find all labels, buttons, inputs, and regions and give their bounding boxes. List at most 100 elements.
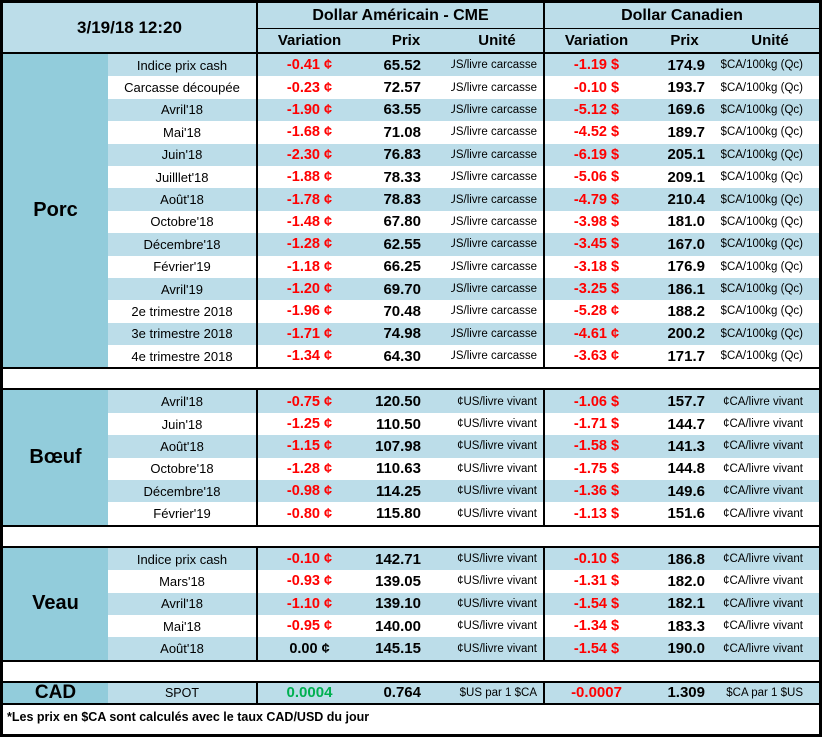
us-variation-value: -1.25 ¢ [256, 412, 361, 436]
us-variation-value: -0.98 ¢ [256, 480, 361, 503]
category-label-cad: CAD [3, 682, 108, 703]
us-unit-label: $US par 1 $CA [459, 686, 537, 699]
row-label: 3e trimestre 2018 [131, 326, 233, 342]
ca-unit-label: $CA/100kg (Qc) [721, 171, 803, 184]
us-price-value: 64.30 [383, 347, 421, 365]
us-price-value: 70.48 [383, 302, 421, 320]
us-unit-label: ¢US/livre vivant [457, 462, 537, 475]
ca-variation-value: -1.71 $ [543, 412, 648, 436]
section-porc: Porc Indice prix cash -0.41 ¢ 65.52 ¢US/livr… [3, 52, 819, 370]
ca-variation-value: -1.31 $ [543, 570, 648, 593]
ca-price-value: 190.0 [667, 640, 705, 658]
us-variation-value: -1.28 ¢ [256, 233, 361, 256]
table-row: Avril'18 -1.90 ¢ 63.55 ¢US/livre carcasse -5… [108, 98, 819, 122]
ca-unit-label: $CA/100kg (Qc) [721, 305, 803, 318]
ca-unit-label: ¢CA/livre vivant [723, 418, 803, 431]
table-row: Mai'18 -1.68 ¢ 71.08 ¢US/livre carcasse -4.5… [108, 121, 819, 144]
us-unit-label: ¢US/livre vivant [457, 485, 537, 498]
ca-unit-label: $CA/100kg (Qc) [721, 148, 803, 161]
us-variation-value: -0.93 ¢ [256, 570, 361, 593]
row-label: Mai'18 [163, 618, 201, 634]
table-row: Décembre'18 -0.98 ¢ 114.25 ¢US/livre vivant… [108, 480, 819, 503]
ca-variation-value: -1.54 $ [543, 637, 648, 660]
row-label: Indice prix cash [136, 551, 228, 567]
ca-price-value: 144.7 [667, 415, 705, 433]
section-boeuf: Bœuf Avril'18 -0.75 ¢ 120.50 ¢US/livre vivan… [3, 388, 819, 527]
us-unit-label: ¢US/livre carcasse [451, 238, 537, 251]
us-price-value: 66.25 [383, 258, 421, 276]
table-row: Juilllet'18 -1.88 ¢ 78.33 ¢US/livre carcass… [108, 165, 819, 189]
row-label: Décembre'18 [143, 483, 221, 499]
ca-price-value: 209.1 [667, 168, 705, 186]
us-price-value: 114.25 [375, 482, 421, 500]
row-label: SPOT [164, 685, 200, 700]
ca-price-value: 182.0 [667, 572, 705, 590]
table-row: Décembre'18 -1.28 ¢ 62.55 ¢US/livre carcass… [108, 233, 819, 256]
section-rows: Avril'18 -0.75 ¢ 120.50 ¢US/livre vivant -1.… [108, 390, 819, 525]
ca-unit-label: ¢CA/livre vivant [723, 507, 803, 520]
ca-unit-label: $CA/100kg (Qc) [721, 193, 803, 206]
row-label: Février'19 [153, 259, 211, 275]
us-price-value: 120.50 [375, 393, 421, 411]
row-label: Août'18 [160, 192, 204, 208]
ca-price-value: 151.6 [667, 505, 705, 523]
us-variation-value: -1.88 ¢ [256, 165, 361, 189]
ca-unit-label: $CA/100kg (Qc) [721, 260, 803, 273]
ca-variation-value: -5.28 ¢ [543, 300, 648, 323]
ca-price-value: 186.8 [667, 550, 705, 568]
usd-prix-column-header: Prix [391, 32, 421, 49]
table-row: Avril'19 -1.20 ¢ 69.70 ¢US/livre carcasse -3… [108, 277, 819, 301]
table-row: Octobre'18 -1.28 ¢ 110.63 ¢US/livre vivant -… [108, 457, 819, 481]
ca-price-value: 144.8 [667, 460, 705, 478]
us-variation-value: -1.20 ¢ [256, 277, 361, 301]
us-variation-value: -0.80 ¢ [256, 502, 361, 525]
table-row: Mai'18 -0.95 ¢ 140.00 ¢US/livre vivant -1.34… [108, 614, 819, 638]
us-unit-label: ¢US/livre vivant [457, 642, 537, 655]
row-label: Juin'18 [161, 416, 203, 432]
ca-variation-value: -1.36 $ [543, 480, 648, 503]
table-row: Indice prix cash -0.41 ¢ 65.52 ¢US/livre ca… [108, 54, 819, 77]
us-unit-label: ¢US/livre carcasse [451, 283, 537, 296]
ca-unit-label: ¢CA/livre vivant [723, 620, 803, 633]
us-unit-label: ¢US/livre carcasse [451, 171, 537, 184]
ca-price-value: 157.7 [667, 393, 705, 411]
table-row: 3e trimestre 2018 -1.71 ¢ 74.98 ¢US/livre c… [108, 322, 819, 346]
ca-variation-value: -5.06 $ [543, 165, 648, 189]
us-unit-label: ¢US/livre carcasse [451, 126, 537, 139]
ca-variation-value: -1.75 $ [543, 457, 648, 481]
row-label: Août'18 [160, 641, 204, 657]
ca-unit-label: ¢CA/livre vivant [723, 485, 803, 498]
table-row: 4e trimestre 2018 -1.34 ¢ 64.30 ¢US/livre c… [108, 345, 819, 368]
row-label: Août'18 [160, 438, 204, 454]
cad-spot-row: CAD SPOT 0.0004 0.764 $US par 1 $CA -0.0… [3, 680, 819, 705]
report-timestamp: 3/19/18 12:20 [77, 17, 182, 37]
table-row: Juin'18 -2.30 ¢ 76.83 ¢US/livre carcasse -6.… [108, 143, 819, 166]
usd-group-title: Dollar Américain - CME [256, 3, 543, 29]
us-variation-value: -0.75 ¢ [256, 390, 361, 413]
us-price-value: 0.764 [383, 684, 421, 702]
us-variation-value: -1.28 ¢ [256, 457, 361, 481]
ca-variation-value: -0.10 $ [543, 547, 648, 571]
us-variation-value: -1.71 ¢ [256, 322, 361, 346]
us-variation-value: -0.95 ¢ [256, 614, 361, 638]
us-variation-value: -1.34 ¢ [256, 345, 361, 368]
ca-variation-value: -0.0007 [543, 682, 648, 703]
us-variation-value: -1.15 ¢ [256, 435, 361, 458]
row-label: Février'19 [153, 506, 211, 522]
row-label: Décembre'18 [143, 236, 221, 252]
footnote: *Les prix en $CA sont calculés avec le t… [3, 704, 819, 730]
table-row: Avril'18 -0.75 ¢ 120.50 ¢US/livre vivant -1.… [108, 390, 819, 413]
ca-variation-value: -1.34 $ [543, 614, 648, 638]
section-rows: Indice prix cash -0.41 ¢ 65.52 ¢US/livre ca… [108, 54, 819, 368]
row-label: 2e trimestre 2018 [131, 303, 233, 319]
table-header: 3/19/18 12:20 Dollar Américain - CME Var… [3, 3, 819, 52]
us-price-value: 76.83 [383, 146, 421, 164]
ca-variation-value: -1.06 $ [543, 390, 648, 413]
ca-unit-label: $CA/100kg (Qc) [721, 59, 803, 72]
section-veau: Veau Indice prix cash -0.10 ¢ 142.71 ¢US/liv… [3, 545, 819, 662]
us-price-value: 110.63 [375, 460, 421, 478]
us-unit-label: ¢US/livre vivant [457, 440, 537, 453]
ca-unit-label: ¢CA/livre vivant [723, 440, 803, 453]
category-label-veau: Veau [3, 547, 108, 660]
